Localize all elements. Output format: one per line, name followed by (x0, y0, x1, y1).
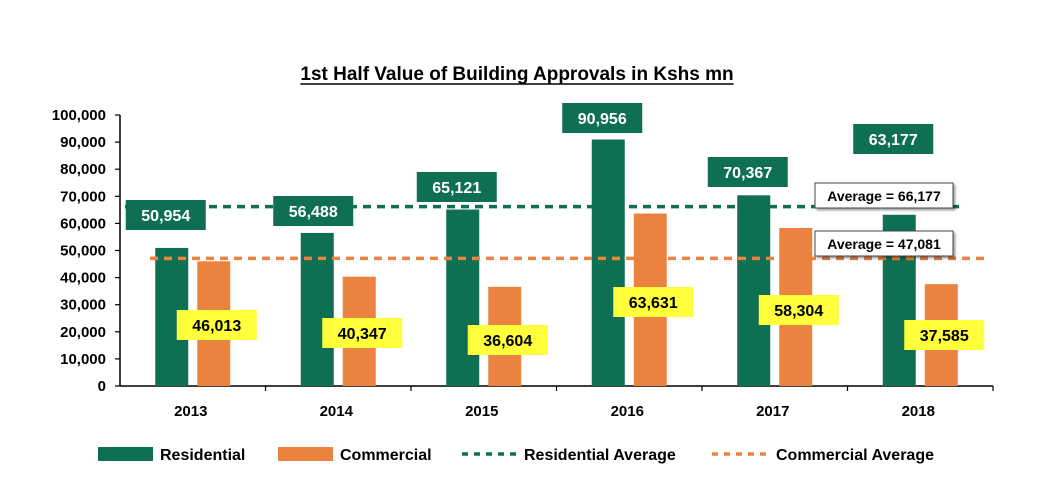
x-tick-label: 2015 (465, 403, 498, 420)
average-callout-box (814, 182, 954, 209)
average-callout-box (814, 230, 954, 257)
x-axis-ticks: 2013 2014 2015 2016 2017 2018 (174, 386, 994, 420)
commercial-label-bg (904, 320, 985, 350)
commercial-data-label: 40,347 (338, 326, 387, 343)
bar-residential (737, 195, 771, 386)
y-axis-ticks: 0 10,000 20,000 30,000 40,000 50,000 60,000 70,… (52, 107, 120, 395)
average-callout-label: Average = 47,081 (827, 236, 941, 252)
legend-label-residential-average: Residential Average (524, 447, 676, 464)
legend-label-residential: Residential (160, 447, 245, 464)
legend-swatch-commercial (278, 447, 333, 461)
commercial-label-bg (176, 310, 257, 340)
commercial-data-label: 37,585 (920, 328, 969, 345)
residential-label-bg (273, 196, 354, 226)
residential-data-label: 65,121 (432, 180, 481, 197)
commercial-data-label: 36,604 (483, 333, 532, 350)
residential-data-label: 50,954 (141, 208, 190, 225)
bar-residential (591, 139, 625, 386)
y-tick-label: 70,000 (60, 188, 106, 205)
legend-swatch-residential (98, 447, 153, 461)
bar-residential (300, 232, 334, 386)
commercial-data-label: 58,304 (774, 303, 823, 320)
residential-label-bg (125, 200, 206, 230)
legend-label-commercial-average: Commercial Average (776, 447, 934, 464)
y-tick-label: 80,000 (60, 161, 106, 178)
y-tick-label: 50,000 (60, 243, 106, 260)
x-tick-label: 2014 (320, 403, 354, 420)
residential-label-bg (562, 103, 643, 133)
data-labels: 50,954 46,013 56,488 40,347 65,121 36,604 90,9… (125, 103, 985, 355)
x-tick-label: 2018 (902, 403, 935, 420)
commercial-label-bg (613, 287, 694, 317)
residential-label-bg (707, 157, 788, 187)
commercial-data-label: 63,631 (629, 295, 678, 312)
commercial-label-bg (467, 325, 548, 355)
bar-residential (446, 209, 480, 386)
commercial-data-label: 46,013 (192, 318, 241, 335)
y-tick-label: 90,000 (60, 134, 106, 151)
y-tick-label: 100,000 (52, 107, 106, 124)
commercial-label-bg (758, 295, 839, 325)
residential-label-bg (853, 124, 934, 154)
chart-title: 1st Half Value of Building Approvals in … (300, 64, 733, 85)
average-callout-label: Average = 66,177 (827, 188, 941, 204)
legend: Residential Commercial Residential Average… (98, 447, 934, 464)
legend-label-commercial: Commercial (340, 447, 432, 464)
y-tick-label: 20,000 (60, 324, 106, 341)
residential-data-label: 63,177 (869, 132, 918, 149)
residential-data-label: 90,956 (578, 111, 627, 128)
residential-data-label: 56,488 (289, 204, 338, 221)
y-tick-label: 30,000 (60, 297, 106, 314)
bars (155, 139, 958, 386)
x-tick-label: 2017 (756, 403, 789, 420)
y-tick-label: 0 (98, 378, 106, 395)
x-tick-label: 2016 (611, 403, 644, 420)
x-tick-label: 2013 (174, 403, 207, 420)
y-tick-label: 10,000 (60, 351, 106, 368)
commercial-label-bg (322, 318, 403, 348)
y-tick-label: 40,000 (60, 270, 106, 287)
residential-data-label: 70,367 (723, 165, 772, 182)
residential-label-bg (416, 172, 497, 202)
y-tick-label: 60,000 (60, 215, 106, 232)
